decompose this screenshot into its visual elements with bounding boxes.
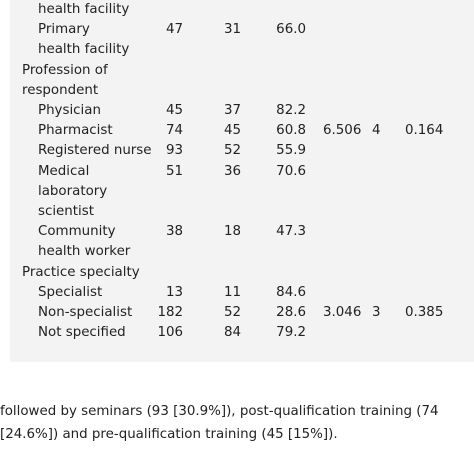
- cell-total: 47: [165, 22, 183, 38]
- cell-total: 93: [165, 143, 183, 159]
- cell-percent: 79.2: [276, 325, 306, 341]
- row-label: Community: [38, 224, 116, 240]
- cell-count: 31: [223, 22, 241, 38]
- row-label: health worker: [38, 244, 131, 260]
- cell-percent: 70.6: [276, 163, 306, 179]
- row-label: Pharmacist: [38, 123, 113, 139]
- row-label: health facility: [38, 42, 130, 58]
- row-label: Registered nurse: [38, 143, 152, 159]
- cell-count: 37: [223, 103, 241, 118]
- cell-percent: 66.0: [276, 22, 306, 38]
- body-text: followed by seminars (93 [30.9%]), post-…: [0, 400, 474, 446]
- cell-chi-square: 3.046: [323, 305, 362, 320]
- row-label: Practice specialty: [22, 264, 140, 280]
- table-row: respondent: [0, 81, 474, 101]
- cell-percent: 55.9: [276, 143, 306, 159]
- row-label: laboratory: [38, 183, 108, 199]
- row-label: Physician: [38, 103, 101, 118]
- table-row: Specialist 13 11 84.6: [0, 283, 474, 303]
- row-label: Non-specialist: [38, 305, 133, 320]
- cell-chi-square: 6.506: [323, 123, 362, 139]
- table-row: Registered nurse 93 52 55.9: [0, 141, 474, 161]
- cell-total: 51: [165, 163, 183, 179]
- cell-p-value: 0.385: [405, 305, 444, 320]
- cell-percent: 60.8: [276, 123, 306, 139]
- cell-percent: 47.3: [276, 224, 306, 240]
- cell-count: 84: [223, 325, 241, 341]
- cell-df: 3: [372, 305, 381, 320]
- row-label: Primary: [38, 22, 90, 38]
- table-row: health facility: [0, 40, 474, 60]
- cell-total: 13: [165, 284, 183, 300]
- cell-percent: 28.6: [276, 305, 306, 320]
- row-label: health facility: [38, 2, 130, 17]
- table-row: Not specified 106 84 79.2: [0, 323, 474, 343]
- table-row: health facility: [0, 0, 474, 20]
- cell-count: 18: [223, 224, 241, 240]
- table-row: Profession of: [0, 61, 474, 81]
- row-label: scientist: [38, 204, 94, 219]
- cell-percent: 84.6: [276, 284, 306, 300]
- table-row: Medical 51 36 70.6: [0, 162, 474, 182]
- cell-total: 182: [157, 305, 183, 320]
- table-panel: [10, 0, 474, 362]
- table-row: health worker: [0, 242, 474, 262]
- table-row: Primary 47 31 66.0: [0, 20, 474, 40]
- table-row: Community 38 18 47.3: [0, 222, 474, 242]
- cell-df: 4: [372, 123, 381, 139]
- cell-count: 36: [223, 163, 241, 179]
- row-label: respondent: [22, 82, 99, 98]
- row-label: Medical: [38, 163, 90, 179]
- cell-total: 106: [157, 325, 183, 341]
- row-label: Not specified: [38, 325, 126, 341]
- table-row: Practice specialty: [0, 263, 474, 283]
- cell-total: 38: [165, 224, 183, 240]
- table-row: scientist: [0, 202, 474, 222]
- table-row: laboratory: [0, 182, 474, 202]
- table-row: Non-specialist 182 52 28.6 3.046 3 0.385: [0, 303, 474, 323]
- body-text-line: [24.6%]) and pre-qualification training …: [0, 427, 338, 442]
- body-text-line: followed by seminars (93 [30.9%]), post-…: [0, 404, 439, 419]
- cell-count: 45: [223, 123, 241, 139]
- cell-count: 52: [223, 305, 241, 320]
- table-row: Physician 45 37 82.2: [0, 101, 474, 121]
- cell-total: 74: [165, 123, 183, 139]
- cell-percent: 82.2: [276, 103, 306, 118]
- table-row: Pharmacist 74 45 60.8 6.506 4 0.164: [0, 121, 474, 141]
- cell-count: 52: [223, 143, 241, 159]
- row-label: Profession of: [22, 62, 108, 78]
- cell-p-value: 0.164: [405, 123, 444, 139]
- cell-count: 11: [223, 284, 241, 300]
- cell-total: 45: [165, 103, 183, 118]
- row-label: Specialist: [38, 284, 103, 300]
